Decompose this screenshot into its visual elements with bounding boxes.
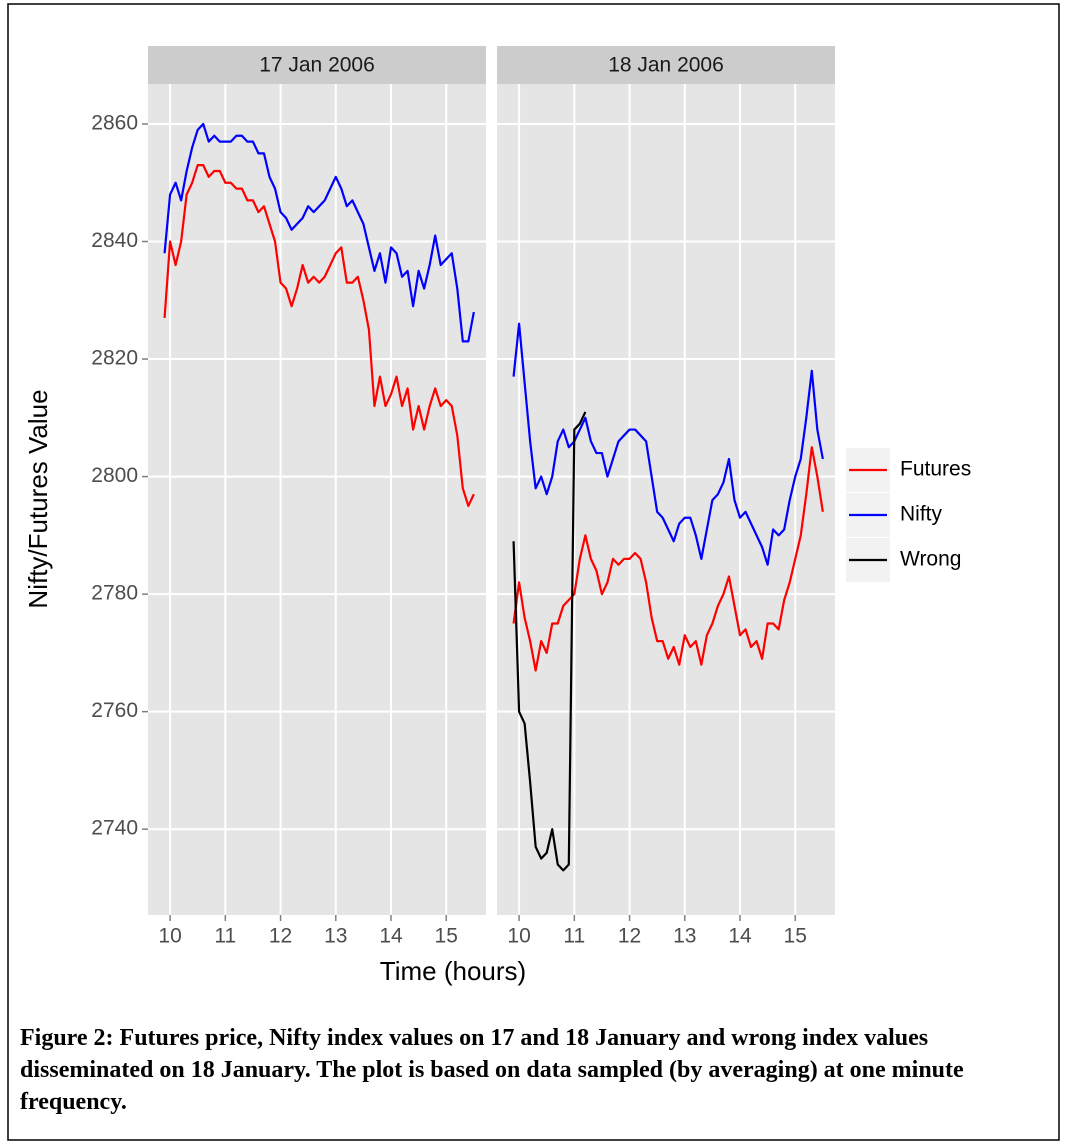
x-tick-label: 15	[784, 925, 807, 948]
series-line	[163, 122, 475, 343]
figure-border	[7, 3, 1060, 1141]
y-tick-label: 2740	[91, 817, 138, 840]
x-tick-label: 12	[269, 925, 292, 948]
panel-background	[497, 84, 835, 915]
y-tick-label: 2860	[91, 112, 138, 135]
y-axis-title: Nifty/Futures Value	[23, 389, 53, 608]
y-tick-label: 2800	[91, 464, 138, 487]
x-tick-label: 12	[618, 925, 641, 948]
x-tick-label: 13	[324, 925, 347, 948]
panel-title: 17 Jan 2006	[259, 54, 375, 77]
series-line	[512, 322, 824, 566]
x-tick-label: 14	[379, 925, 403, 948]
x-tick-label: 11	[563, 925, 585, 948]
x-tick-label: 10	[158, 925, 181, 948]
caption: Figure 2: Futures price, Nifty index val…	[20, 1025, 964, 1115]
x-tick-label: 11	[214, 925, 236, 948]
x-tick-label: 15	[435, 925, 458, 948]
legend-label: Futures	[900, 458, 971, 481]
y-tick-label: 2780	[91, 582, 138, 605]
series-line	[512, 411, 587, 872]
y-tick-label: 2760	[91, 699, 138, 722]
legend-label: Nifty	[900, 503, 943, 526]
series-line	[512, 446, 824, 672]
x-axis-title: Time (hours)	[380, 956, 526, 986]
panel-title: 18 Jan 2006	[608, 54, 724, 77]
y-tick-label: 2820	[91, 347, 138, 370]
y-tick-label: 2840	[91, 229, 138, 252]
legend-label: Wrong	[900, 548, 961, 571]
strip	[148, 46, 486, 84]
x-tick-label: 10	[507, 925, 530, 948]
series-line	[163, 164, 475, 508]
x-tick-label: 13	[673, 925, 696, 948]
x-tick-label: 14	[728, 925, 752, 948]
panel-background	[148, 84, 486, 915]
strip	[497, 46, 835, 84]
